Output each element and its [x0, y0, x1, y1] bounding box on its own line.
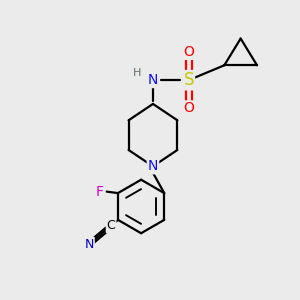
Text: O: O — [183, 45, 194, 59]
Text: N: N — [148, 73, 158, 87]
Text: F: F — [96, 184, 104, 199]
Text: O: O — [183, 101, 194, 116]
Text: N: N — [84, 238, 94, 251]
Text: H: H — [132, 68, 141, 78]
Text: C: C — [107, 219, 116, 232]
Text: N: N — [148, 159, 158, 173]
Text: S: S — [183, 71, 194, 89]
